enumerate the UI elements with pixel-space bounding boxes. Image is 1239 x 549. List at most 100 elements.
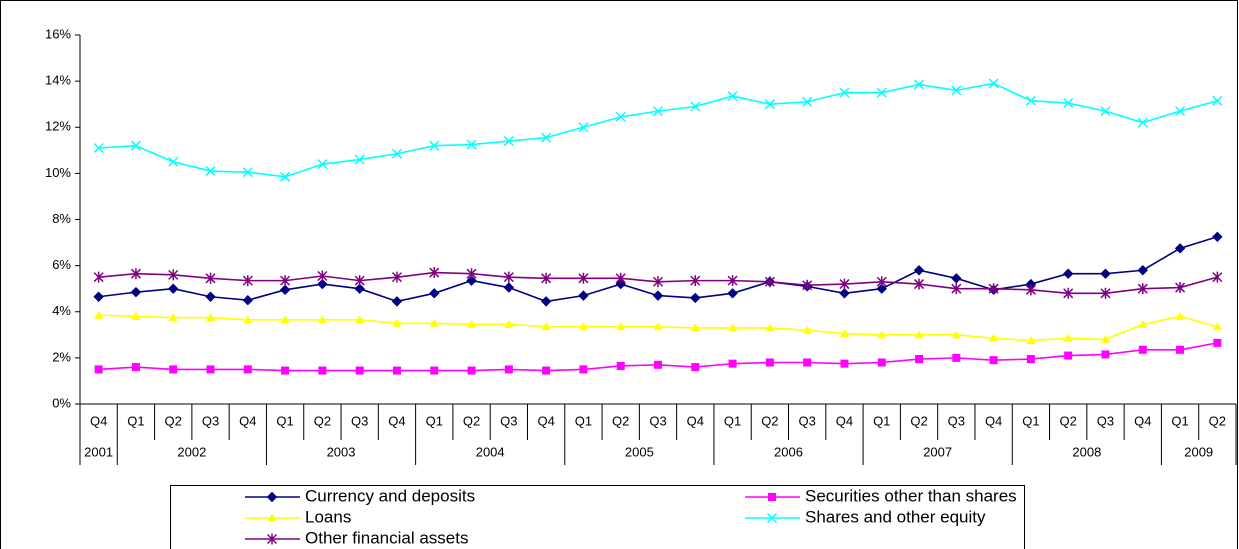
y-tick-label: 2% <box>52 349 71 364</box>
marker <box>913 265 925 276</box>
y-tick-label: 10% <box>45 165 71 180</box>
marker <box>988 78 999 89</box>
marker <box>1062 268 1074 279</box>
marker <box>130 286 142 298</box>
marker <box>1137 265 1148 276</box>
marker <box>653 322 663 331</box>
marker <box>541 272 552 284</box>
marker <box>542 366 551 375</box>
marker <box>915 355 924 364</box>
marker <box>691 363 700 372</box>
x-tick-label: Q1 <box>724 413 741 428</box>
marker <box>130 140 141 151</box>
marker <box>839 288 850 299</box>
marker <box>690 101 701 112</box>
marker <box>1138 345 1147 354</box>
legend-marker <box>266 533 278 545</box>
marker <box>802 96 813 107</box>
marker <box>205 166 216 177</box>
x-tick-label: Q3 <box>649 413 666 428</box>
legend-label: Other financial assets <box>305 528 468 547</box>
marker <box>803 358 812 367</box>
marker <box>802 279 813 291</box>
marker <box>467 366 476 375</box>
x-group-label: 2003 <box>327 444 356 459</box>
marker <box>690 275 701 287</box>
marker <box>392 366 401 375</box>
marker <box>952 353 961 362</box>
marker <box>206 365 215 374</box>
marker <box>168 269 179 281</box>
marker <box>205 291 216 302</box>
marker <box>281 366 290 375</box>
x-tick-label: Q1 <box>127 413 144 428</box>
marker <box>504 319 514 328</box>
marker <box>877 330 887 339</box>
marker <box>728 359 737 368</box>
x-tick-label: Q2 <box>165 413 182 428</box>
y-tick-label: 4% <box>52 303 71 318</box>
marker <box>839 329 849 338</box>
marker <box>988 283 999 295</box>
marker <box>1212 231 1223 243</box>
marker <box>652 276 664 288</box>
x-tick-label: Q4 <box>687 413 704 428</box>
x-group-label: 2002 <box>177 444 206 459</box>
x-tick-label: Q1 <box>575 413 592 428</box>
marker <box>318 366 327 375</box>
marker <box>317 270 328 282</box>
marker <box>951 85 962 96</box>
marker <box>466 275 477 286</box>
x-tick-label: Q4 <box>1134 413 1151 428</box>
marker <box>914 79 925 90</box>
marker <box>578 322 588 331</box>
marker <box>876 276 887 288</box>
x-tick-label: Q2 <box>1209 413 1226 428</box>
x-tick-label: Q2 <box>1060 413 1077 428</box>
series <box>93 267 1223 299</box>
marker <box>652 290 664 301</box>
marker <box>317 278 328 290</box>
x-group-label: 2009 <box>1184 444 1213 459</box>
marker <box>317 315 327 324</box>
marker <box>168 283 179 294</box>
marker <box>355 366 364 375</box>
series <box>94 338 1222 375</box>
marker <box>877 358 886 367</box>
marker <box>690 292 701 304</box>
marker <box>1175 311 1185 320</box>
marker <box>242 275 253 287</box>
marker <box>242 167 253 178</box>
x-tick-label: Q1 <box>873 413 890 428</box>
marker <box>727 275 738 287</box>
legend-marker <box>766 512 778 524</box>
marker <box>728 323 738 332</box>
x-tick-label: Q3 <box>798 413 815 428</box>
marker <box>355 315 365 324</box>
marker <box>317 159 328 170</box>
marker <box>1025 95 1036 106</box>
legend-label: Currency and deposits <box>305 486 475 505</box>
marker <box>951 273 962 284</box>
marker <box>1212 95 1223 106</box>
marker <box>1176 345 1185 354</box>
marker <box>503 282 515 293</box>
y-tick-label: 8% <box>52 211 71 226</box>
marker <box>989 333 999 342</box>
marker <box>429 267 440 279</box>
x-tick-label: Q4 <box>985 413 1002 428</box>
legend-box <box>170 485 1025 549</box>
y-tick-label: 16% <box>45 26 71 41</box>
marker <box>578 122 589 133</box>
marker <box>839 278 850 290</box>
x-group-label: 2001 <box>84 444 113 459</box>
x-tick-label: Q3 <box>202 413 219 428</box>
marker <box>578 272 589 284</box>
x-tick-label: Q3 <box>948 413 965 428</box>
marker <box>503 271 514 283</box>
x-tick-label: Q1 <box>1171 413 1188 428</box>
x-tick-label: Q2 <box>761 413 778 428</box>
